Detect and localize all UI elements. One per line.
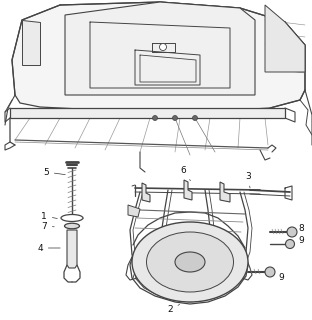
Text: 2: 2 [167, 304, 180, 315]
Circle shape [287, 227, 297, 237]
Text: 9: 9 [278, 273, 284, 282]
Polygon shape [128, 205, 140, 217]
Polygon shape [265, 5, 305, 72]
Text: 1: 1 [41, 212, 57, 220]
Ellipse shape [147, 232, 233, 292]
Polygon shape [184, 180, 192, 200]
Ellipse shape [61, 214, 83, 221]
Polygon shape [65, 2, 255, 95]
Ellipse shape [65, 223, 80, 229]
Ellipse shape [132, 222, 248, 302]
Circle shape [285, 239, 295, 249]
Text: 6: 6 [180, 165, 190, 181]
Text: 8: 8 [298, 223, 304, 233]
Circle shape [153, 116, 158, 121]
Circle shape [193, 116, 197, 121]
Text: 5: 5 [43, 167, 65, 177]
Text: 3: 3 [245, 172, 251, 188]
Circle shape [265, 267, 275, 277]
Text: 4: 4 [37, 244, 60, 252]
Polygon shape [142, 183, 150, 202]
Polygon shape [67, 230, 77, 268]
Text: 7: 7 [41, 221, 54, 230]
Polygon shape [220, 182, 230, 202]
Ellipse shape [175, 252, 205, 272]
Polygon shape [12, 2, 305, 112]
Circle shape [173, 116, 178, 121]
Text: 9: 9 [298, 236, 304, 244]
Polygon shape [10, 108, 285, 118]
Polygon shape [22, 20, 40, 65]
Circle shape [159, 44, 167, 51]
